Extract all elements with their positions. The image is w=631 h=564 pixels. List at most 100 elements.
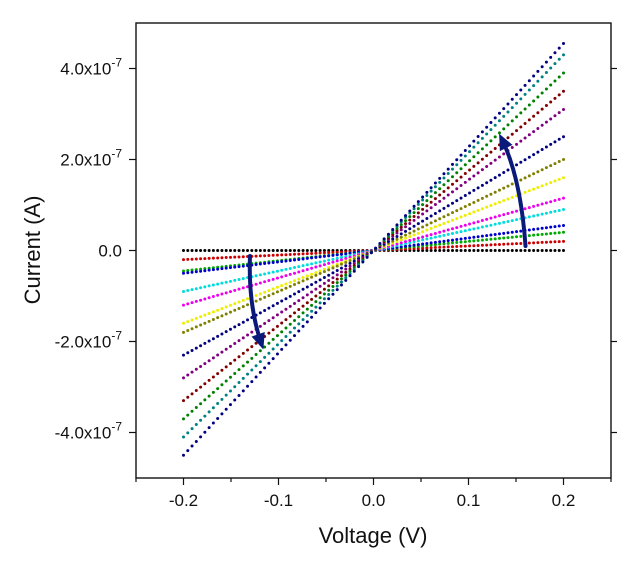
data-point <box>485 205 489 209</box>
data-point <box>438 230 442 234</box>
data-series <box>182 53 565 439</box>
data-point <box>224 256 228 260</box>
data-point <box>497 214 501 218</box>
data-point <box>421 219 425 223</box>
data-point <box>544 182 548 186</box>
data-point <box>412 204 416 208</box>
data-point <box>186 329 190 333</box>
data-point <box>421 235 425 239</box>
data-point <box>510 119 514 123</box>
data-point <box>549 240 553 244</box>
data-point <box>468 150 472 154</box>
data-point <box>404 244 408 248</box>
data-point <box>412 240 416 244</box>
data-point <box>339 255 343 259</box>
x-tick-label: -0.1 <box>264 491 293 510</box>
data-point <box>553 231 557 235</box>
data-point <box>472 210 476 214</box>
data-point <box>331 253 335 257</box>
data-point <box>339 283 343 287</box>
y-tick-mantissa: -4.0x10 <box>55 424 112 443</box>
data-point <box>216 353 220 357</box>
data-point <box>216 256 220 260</box>
data-point <box>450 231 454 235</box>
data-point <box>429 249 433 252</box>
data-point <box>540 202 544 206</box>
data-point <box>438 176 442 180</box>
data-point <box>199 435 203 439</box>
data-point <box>540 226 544 230</box>
y-tick-label: 2.0x10-7 <box>60 147 122 170</box>
data-point <box>502 171 506 175</box>
data-point <box>540 232 544 236</box>
data-point <box>228 327 232 331</box>
data-point <box>506 136 510 140</box>
data-point <box>519 249 523 252</box>
data-point <box>463 213 467 217</box>
data-point <box>510 249 514 252</box>
data-point <box>254 274 258 278</box>
data-point <box>433 243 437 247</box>
data-point <box>433 235 437 239</box>
data-point <box>519 241 523 245</box>
data-point <box>254 375 258 379</box>
data-point <box>493 135 497 139</box>
data-point <box>267 341 271 345</box>
data-point <box>310 266 314 270</box>
data-point <box>493 243 497 247</box>
data-point <box>297 290 301 294</box>
data-point <box>224 305 228 309</box>
data-point <box>425 237 429 241</box>
data-point <box>237 355 241 359</box>
data-point <box>352 259 356 263</box>
data-point <box>515 163 519 167</box>
y-tick-mantissa: 4.0x10 <box>60 60 111 79</box>
data-point <box>395 242 399 246</box>
data-point <box>476 151 480 155</box>
data-point <box>549 200 553 204</box>
data-point <box>331 260 335 264</box>
data-point <box>510 242 514 246</box>
data-point <box>301 324 305 328</box>
data-point <box>510 219 514 223</box>
data-point <box>476 249 480 252</box>
data-point <box>425 199 429 203</box>
data-point <box>527 103 531 107</box>
data-point <box>489 243 493 247</box>
data-point <box>532 114 536 118</box>
data-point <box>395 237 399 241</box>
data-point <box>536 69 540 73</box>
data-point <box>557 231 561 235</box>
data-point <box>515 218 519 222</box>
data-point <box>399 228 403 232</box>
data-point <box>549 55 553 59</box>
data-point <box>532 233 536 237</box>
data-point <box>310 297 314 301</box>
data-point <box>301 304 305 308</box>
data-point <box>429 214 433 218</box>
data-point <box>301 269 305 273</box>
data-point <box>305 285 309 289</box>
data-point <box>254 254 258 258</box>
data-point <box>549 117 553 121</box>
data-point <box>544 249 548 252</box>
data-point <box>305 274 309 278</box>
data-point <box>318 272 322 276</box>
data-point <box>301 249 305 252</box>
data-point <box>293 301 297 305</box>
data-point <box>515 93 519 97</box>
data-point <box>412 243 416 247</box>
trend-arrow-head <box>499 133 513 152</box>
data-point <box>271 261 275 265</box>
data-point <box>442 233 446 237</box>
data-point <box>318 301 322 305</box>
data-point <box>536 79 540 83</box>
series-layer <box>182 41 565 457</box>
x-tick-label: 0.2 <box>552 491 576 510</box>
data-point <box>263 308 267 312</box>
data-point <box>254 293 258 297</box>
data-point <box>344 273 348 277</box>
data-point <box>284 286 288 290</box>
data-point <box>331 257 335 261</box>
data-point <box>280 310 284 314</box>
